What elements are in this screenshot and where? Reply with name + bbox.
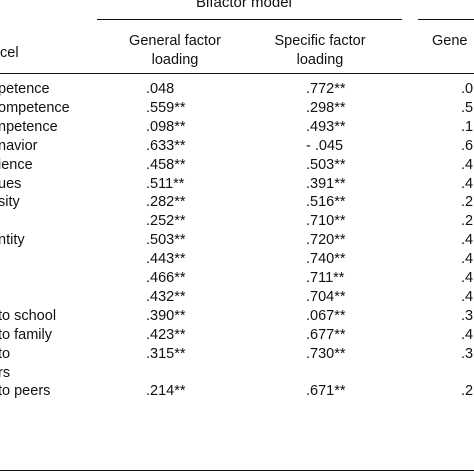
general-loading: .214** bbox=[146, 383, 186, 400]
row-label: navior bbox=[0, 137, 38, 154]
right-partial-value: .4 bbox=[461, 288, 474, 305]
specific-loading: .710** bbox=[306, 213, 346, 230]
general-loading: .048 bbox=[146, 81, 175, 97]
right-partial-value: .3 bbox=[461, 307, 474, 324]
row-label: petence bbox=[0, 81, 50, 97]
row-label: to bbox=[0, 345, 11, 362]
col-header-general-line1: General factor bbox=[129, 33, 221, 49]
specific-loading: .772** bbox=[306, 81, 346, 97]
col-header-right-partial: Gene bbox=[432, 33, 468, 49]
right-partial-value: .2 bbox=[461, 194, 474, 211]
specific-loading: .391** bbox=[306, 175, 346, 192]
right-partial-value: .4 bbox=[461, 156, 474, 173]
right-partial-value: .4 bbox=[461, 175, 474, 192]
right-partial-value: .4 bbox=[461, 270, 474, 286]
specific-loading: .720** bbox=[306, 232, 346, 249]
general-loading: .423** bbox=[146, 326, 186, 343]
col-header-parcel: cel bbox=[0, 45, 19, 61]
general-loading: .282** bbox=[146, 194, 186, 211]
right-partial-value: .2 bbox=[461, 213, 474, 230]
general-loading: .559** bbox=[146, 99, 186, 116]
row-label: npetence bbox=[0, 118, 58, 135]
right-partial-value: .3 bbox=[461, 345, 474, 362]
specific-loading: .711** bbox=[306, 270, 345, 286]
right-partial-value: .6 bbox=[461, 137, 474, 154]
general-loading: .443** bbox=[146, 251, 186, 268]
col-header-specific-line1: Specific factor bbox=[274, 33, 366, 49]
specific-loading: .493** bbox=[306, 118, 346, 135]
right-partial-value: .2 bbox=[461, 383, 474, 400]
general-loading: .503** bbox=[146, 232, 186, 249]
row-label: ience bbox=[0, 156, 33, 173]
right-partial-value: .4 bbox=[461, 251, 474, 268]
row-label: ntity bbox=[0, 232, 25, 249]
right-partial-value: .0 bbox=[461, 81, 474, 97]
general-loading: .466** bbox=[146, 270, 186, 286]
right-partial-value: .1 bbox=[461, 118, 474, 135]
general-loading: .432** bbox=[146, 288, 186, 305]
row-label: rs bbox=[0, 364, 11, 381]
table-bottom-rule bbox=[0, 470, 474, 472]
row-label: to peers bbox=[0, 383, 51, 400]
group-header-rule bbox=[97, 19, 402, 21]
row-label: to school bbox=[0, 307, 57, 324]
row-label: ues bbox=[0, 175, 22, 192]
specific-loading: .503** bbox=[306, 156, 346, 173]
general-loading: .252** bbox=[146, 213, 186, 230]
right-group-rule bbox=[418, 19, 474, 21]
specific-loading: .516** bbox=[306, 194, 346, 211]
specific-loading: .677** bbox=[306, 326, 346, 343]
general-loading: .633** bbox=[146, 137, 186, 154]
row-label: to family bbox=[0, 326, 52, 343]
row-label: sity bbox=[0, 194, 20, 211]
col-header-specific-line2: loading bbox=[296, 52, 344, 68]
specific-loading: .704** bbox=[306, 288, 346, 305]
specific-loading: .298** bbox=[306, 99, 346, 116]
col-header-general-line2: loading bbox=[151, 52, 199, 68]
group-header-bifactor: Bifactor model bbox=[196, 0, 292, 11]
general-loading: .098** bbox=[146, 118, 186, 135]
specific-loading: .730** bbox=[306, 345, 346, 362]
right-partial-value: .5 bbox=[461, 99, 474, 116]
general-loading: .315** bbox=[146, 345, 186, 362]
specific-loading: .067** bbox=[306, 307, 346, 324]
specific-loading: .740** bbox=[306, 251, 346, 268]
row-label: ompetence bbox=[0, 99, 70, 116]
header-bottom-rule bbox=[0, 73, 474, 75]
specific-loading: .671** bbox=[306, 383, 346, 400]
general-loading: .458** bbox=[146, 156, 186, 173]
right-partial-value: .4 bbox=[461, 326, 474, 343]
general-loading: .390** bbox=[146, 307, 186, 324]
general-loading: .511** bbox=[146, 175, 185, 192]
specific-loading: - .045 bbox=[306, 137, 344, 154]
right-partial-value: .4 bbox=[461, 232, 474, 249]
